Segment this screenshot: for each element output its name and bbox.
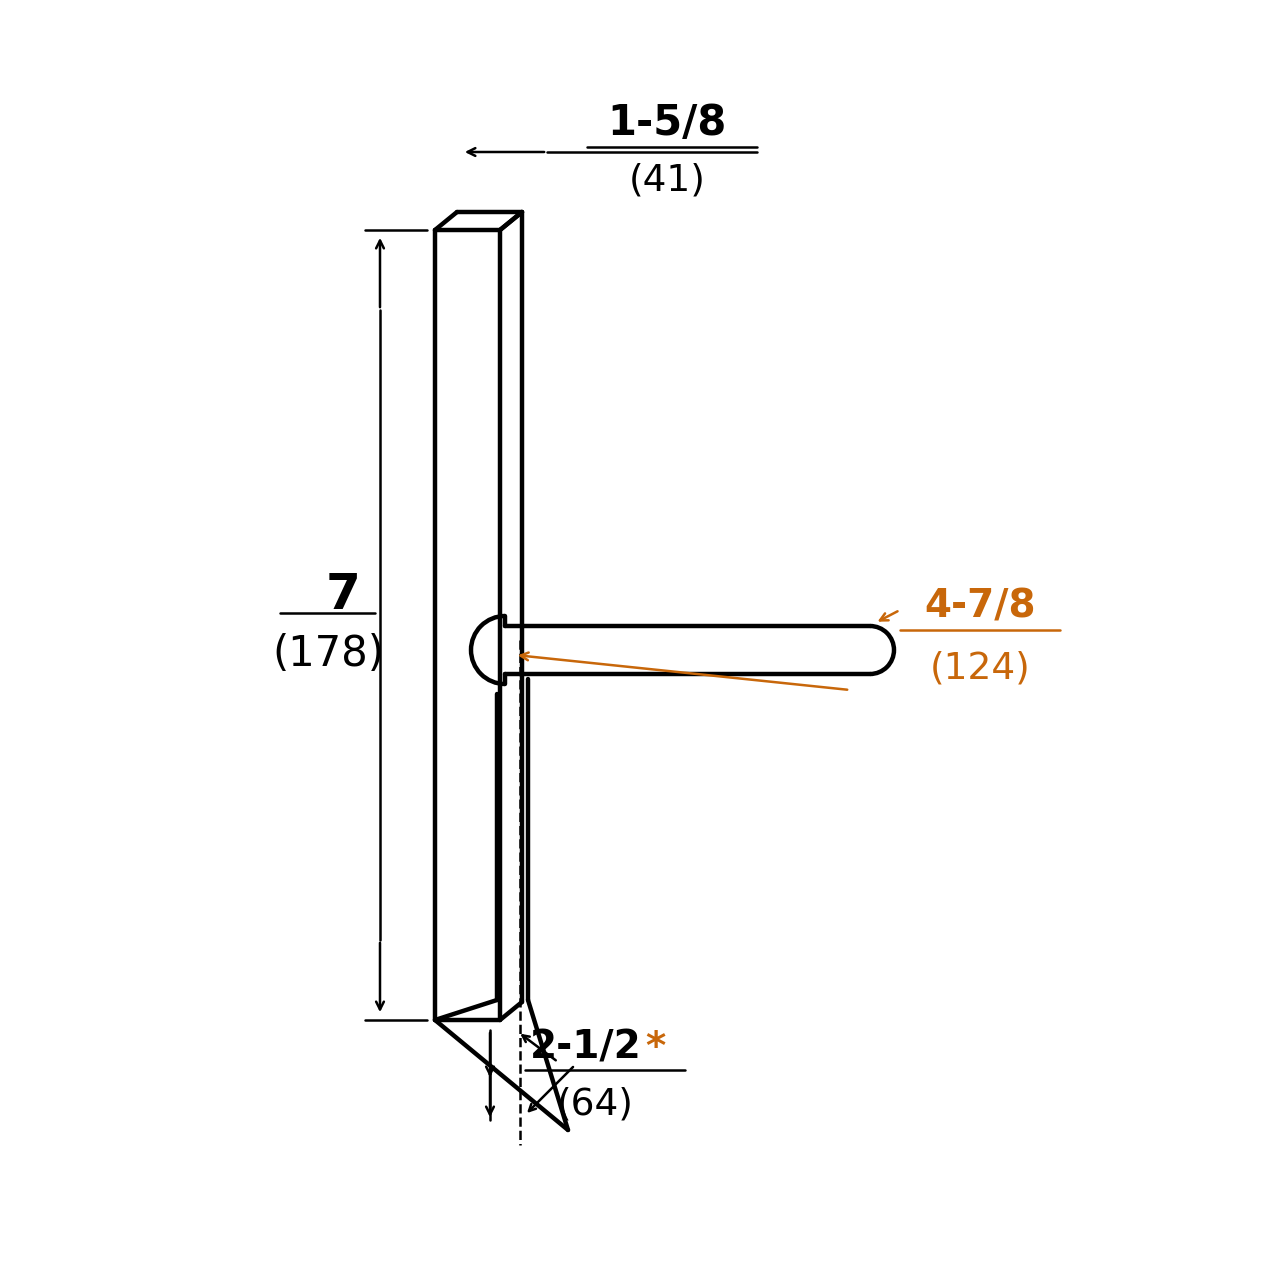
Text: (41): (41) (628, 163, 705, 198)
Text: 4-7/8: 4-7/8 (924, 588, 1036, 625)
Text: 7: 7 (325, 571, 360, 620)
Text: (64): (64) (557, 1087, 634, 1123)
Text: (178): (178) (273, 634, 384, 675)
Text: *: * (645, 1029, 666, 1068)
Text: 2-1/2: 2-1/2 (530, 1029, 641, 1068)
Text: 1-5/8: 1-5/8 (607, 102, 727, 145)
Text: (124): (124) (929, 650, 1030, 686)
